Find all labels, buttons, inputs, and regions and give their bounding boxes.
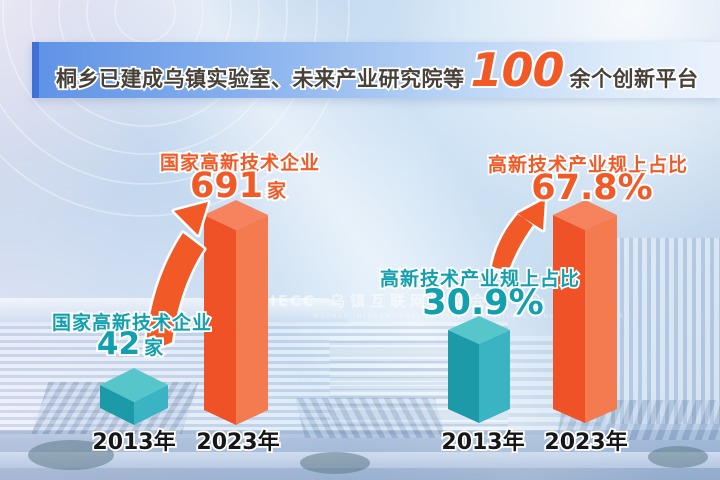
bar-right-2023 [553,200,617,423]
headline-number: 100 [468,43,566,97]
headline-text: 桐乡已建成乌镇实验室、未来产业研究院等 100 余个创新平台 [54,43,700,97]
bar-face-right [236,215,268,425]
tree [28,440,114,470]
value-left-2023: 691 家 [188,166,288,206]
bar-face-left [448,330,479,423]
headline-suffix: 余个创新平台 [568,65,700,93]
label-left-2013-title: 国家高新技术企业 [50,310,213,336]
bar-left-2013 [100,368,168,425]
arrow-up-icon [492,199,545,269]
headline-banner: 桐乡已建成乌镇实验室、未来产业研究院等 100 余个创新平台 [32,42,720,98]
bar-face-top [448,316,510,344]
bar-face-left [204,215,236,425]
value-unit: 家 [142,337,165,360]
axis-label-left-2023: 2023年 [195,428,282,457]
signage-logo-text: IIIECC [255,292,317,310]
growth-arrow-right [492,199,545,269]
bar-face-left [100,385,134,425]
axis-label-left-2013: 2013年 [91,428,178,457]
building-right [606,238,720,424]
value-number: 691 [188,166,265,206]
bar-left-2023 [204,200,268,425]
axis-label-right-2023: 2023年 [543,428,630,457]
bar-right-2013 [448,316,510,423]
label-left-2023-title: 国家高新技术企业 [158,150,321,176]
bar-face-right [479,330,510,423]
bar-face-right [134,385,168,425]
bar-face-top [204,200,268,230]
value-unit: 家 [265,180,288,203]
signage-sub-text: WUZHEN INTERNATIONAL INTERNET EXHIBITION… [313,313,626,320]
banner-accent-stripe [32,42,39,98]
label-right-2023-title: 高新技术产业规上占比 [486,152,689,178]
bar-face-right [585,215,617,423]
value-number: 42 [95,326,142,362]
value-right-2023: 67.8% [529,168,654,208]
tree [648,446,708,468]
signage-main-text: 乌镇互联网国际会展中心 [330,292,551,310]
label-right-2013-title: 高新技术产业规上占比 [378,266,581,292]
axis-label-right-2013: 2013年 [440,428,527,457]
bar-face-left [553,215,585,423]
bar-face-top [553,200,617,230]
concentric-rings-decoration [0,0,350,217]
bar-face-top [100,368,168,402]
value-left-2013: 42 家 [95,326,165,362]
building-signage: IIIECC 乌镇互联网国际会展中心 WUZHEN INTERNATIONAL … [255,290,625,320]
value-right-2013: 30.9% [420,283,545,323]
headline-prefix: 桐乡已建成乌镇实验室、未来产业研究院等 [54,65,465,93]
tree [300,452,370,474]
